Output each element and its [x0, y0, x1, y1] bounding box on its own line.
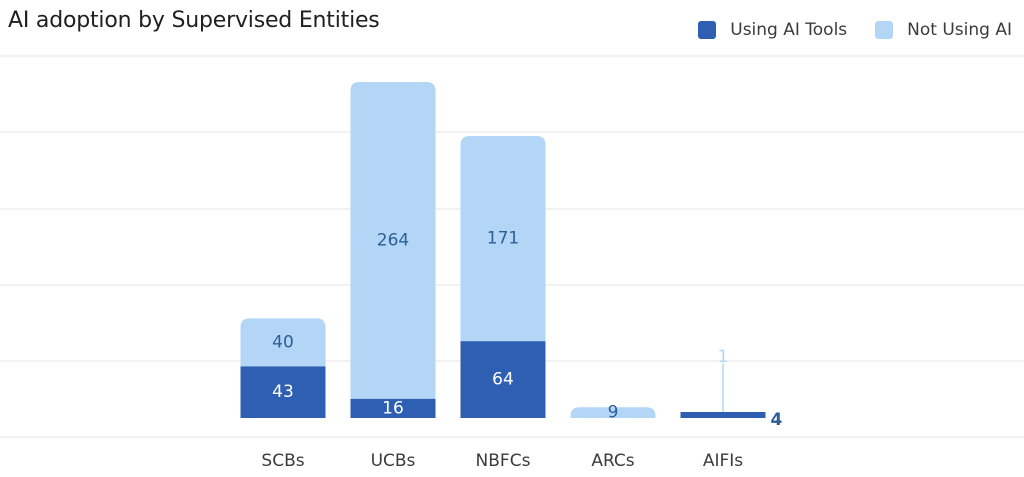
- bar-segment-not-using: [350, 82, 436, 399]
- bar-segment-using: [680, 412, 766, 418]
- legend-swatch-using: [698, 21, 717, 39]
- x-tick-label: AIFIs: [703, 451, 743, 471]
- bar-segment-not-using: [570, 407, 656, 418]
- data-label-using: 16: [382, 398, 404, 418]
- data-label-not-using: 1: [718, 347, 729, 367]
- bar-segment-not-using: [460, 136, 546, 342]
- x-tick-label: ARCs: [591, 451, 634, 471]
- bar-segment-using: [460, 341, 546, 418]
- x-tick-label: UCBs: [371, 451, 416, 471]
- data-label-using: 64: [492, 370, 514, 390]
- data-label-not-using: 171: [487, 229, 519, 249]
- data-label-not-using: 264: [377, 230, 409, 250]
- chart-title: AI adoption by Supervised Entities: [8, 8, 380, 33]
- x-tick-label: SCBs: [261, 451, 304, 471]
- legend-label-not-using: Not Using AI: [907, 20, 1012, 40]
- data-label-using: 43: [272, 382, 294, 402]
- legend-label-using: Using AI Tools: [730, 20, 848, 40]
- legend-item-not-using[interactable]: Not Using AI: [875, 20, 1012, 40]
- chart-legend: Using AI Tools Not Using AI: [698, 20, 1012, 40]
- data-label-not-using: 40: [272, 332, 294, 352]
- x-tick-label: NBFCs: [476, 451, 531, 471]
- data-label-not-using: 9: [608, 403, 619, 423]
- legend-item-using[interactable]: Using AI Tools: [698, 20, 847, 40]
- legend-swatch-not-using: [875, 21, 894, 39]
- bar-segment-using: [240, 366, 326, 418]
- data-label-using: 4: [771, 410, 783, 430]
- bar-segment-using: [350, 398, 436, 418]
- bar-segment-not-using: [240, 318, 326, 367]
